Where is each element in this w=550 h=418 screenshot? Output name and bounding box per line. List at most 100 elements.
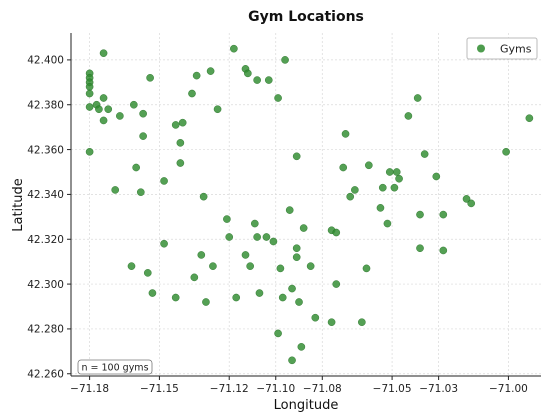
gym-point: [116, 112, 124, 120]
x-tick-label: −71.08: [303, 383, 342, 395]
legend: Gyms: [466, 37, 538, 60]
gym-point: [295, 298, 303, 306]
gym-point: [420, 150, 429, 158]
gym-point: [143, 269, 152, 277]
gym-point: [288, 356, 296, 365]
gym-point: [292, 152, 301, 161]
gym-point: [148, 289, 157, 297]
gym-point: [413, 94, 422, 102]
sample-count-annotation: n = 100 gyms: [77, 359, 153, 375]
gym-point: [85, 148, 94, 156]
gym-point: [462, 195, 471, 203]
gym-point: [339, 163, 348, 172]
gym-point: [139, 109, 147, 118]
y-tick-label: 42.360: [27, 144, 64, 156]
gym-point: [404, 112, 413, 120]
gym-point: [246, 262, 254, 270]
gym-point: [383, 219, 392, 228]
gym-point: [244, 69, 252, 78]
gym-point: [392, 168, 401, 176]
gym-point: [416, 244, 424, 253]
gym-point: [225, 233, 234, 241]
x-tick-label: −71.10: [256, 383, 295, 395]
gym-point: [176, 139, 185, 147]
gym-point: [525, 114, 534, 122]
gym-point: [385, 168, 394, 176]
y-axis-ticks: 42.260 42.280 42.300 42.320 42.340 42.360 42.3…: [27, 55, 71, 381]
legend-marker: [477, 44, 485, 53]
gym-point: [146, 74, 154, 82]
gym-point: [213, 105, 222, 114]
gym-point: [99, 94, 108, 102]
x-tick-label: −71.03: [419, 383, 458, 395]
gym-point: [264, 76, 273, 84]
x-tick-label: −71.15: [140, 383, 179, 395]
y-tick-label: 42.260: [27, 369, 64, 381]
gym-point: [171, 121, 180, 129]
gym-point: [251, 219, 259, 228]
x-axis-label: Longitude: [274, 398, 339, 413]
gym-point: [190, 273, 199, 282]
gym-point: [327, 318, 336, 326]
gym-point: [160, 239, 168, 248]
gym-point: [104, 105, 113, 114]
gym-point: [390, 183, 399, 192]
y-tick-label: 42.340: [27, 189, 64, 201]
grid-lines: [71, 33, 541, 376]
gym-point: [99, 49, 108, 57]
y-tick-label: 42.280: [27, 324, 64, 336]
gym-point: [378, 183, 387, 192]
gym-point: [306, 262, 315, 270]
gym-point: [139, 132, 147, 140]
gym-point: [281, 56, 289, 64]
gym-point: [192, 71, 201, 80]
gym-point: [85, 83, 94, 91]
gym-point: [292, 244, 301, 253]
gym-point: [99, 116, 108, 125]
gym-point: [351, 186, 359, 194]
x-tick-label: −71.00: [489, 383, 528, 395]
gym-point: [127, 262, 136, 270]
x-tick-label: −71.05: [373, 383, 412, 395]
gym-point: [160, 177, 168, 185]
data-points: [85, 44, 534, 365]
gym-point: [288, 284, 296, 293]
gym-point: [223, 215, 231, 223]
gym-point: [395, 174, 403, 183]
x-tick-label: −71.18: [70, 383, 109, 395]
legend-label-gyms: Gyms: [500, 43, 532, 56]
gym-point: [432, 172, 441, 181]
gym-point: [285, 206, 294, 214]
gym-point: [439, 210, 448, 219]
gym-point: [232, 293, 240, 302]
gym-point: [253, 233, 261, 241]
gym-point: [209, 262, 217, 270]
gym-point: [311, 313, 320, 322]
gym-point: [130, 100, 138, 109]
gym-point: [332, 228, 341, 237]
gym-point: [137, 188, 145, 196]
gym-point: [297, 343, 306, 351]
gym-point: [276, 264, 285, 273]
gym-point: [85, 89, 94, 98]
gym-point: [132, 163, 140, 172]
legend-box: [466, 37, 538, 60]
annotation-text: n = 100 gyms: [81, 363, 148, 374]
gym-point: [299, 224, 308, 232]
gym-point: [358, 318, 366, 326]
gym-point: [253, 76, 261, 84]
gym-point: [269, 237, 278, 246]
y-tick-label: 42.300: [27, 279, 64, 291]
gym-point: [206, 67, 215, 75]
gym-point: [332, 280, 341, 288]
gym-point: [241, 251, 250, 259]
gym-point: [262, 233, 271, 241]
gym-point: [178, 118, 187, 127]
gym-point: [346, 192, 355, 201]
gym-point: [197, 251, 206, 259]
y-tick-label: 42.400: [27, 55, 64, 67]
gym-point: [502, 148, 510, 156]
chart-title: Gym Locations: [248, 9, 364, 25]
gym-point: [362, 264, 371, 273]
